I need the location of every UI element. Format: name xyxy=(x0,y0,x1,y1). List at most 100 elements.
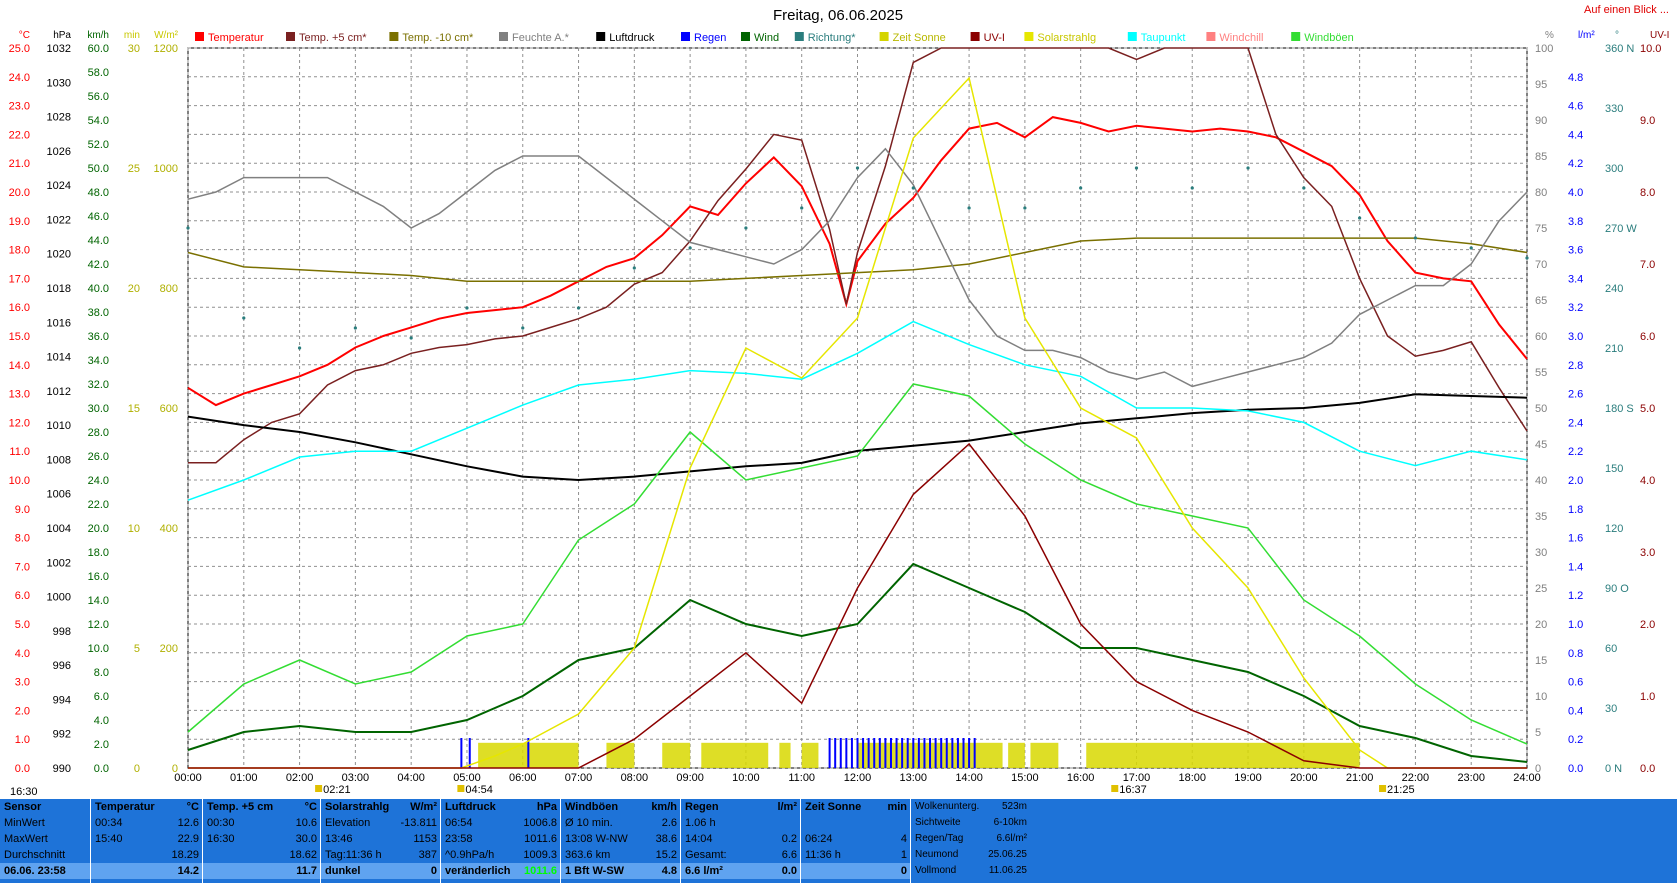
left-axis-tick-label: 18.0 xyxy=(88,547,109,559)
stats-row: 15:40 22.9 xyxy=(91,831,203,847)
stats-header-label: Luftdruck xyxy=(445,801,496,813)
series-line-luftdruck xyxy=(187,393,1528,482)
left-axis-tick-label: 1006 xyxy=(47,489,71,501)
series-point-richtung xyxy=(1358,216,1362,220)
left-axis-tick-label: 994 xyxy=(53,694,71,706)
stats-cell-label: 13:46 xyxy=(325,833,353,845)
stats-row: Vollmond 11.06.25 xyxy=(911,863,1031,879)
sunshine-block xyxy=(1086,742,1360,768)
stats-cell-label: Ø 10 min. xyxy=(565,817,613,829)
stats-cell-value: 14.2 xyxy=(177,865,199,877)
stats-cell-label: Sichtweite xyxy=(915,817,961,828)
right-axis-tick-label: 0 N xyxy=(1605,763,1622,775)
legend-label: Wind xyxy=(754,32,779,44)
stats-cell-value: 11.06.25 xyxy=(988,865,1027,876)
legend-label: Windböen xyxy=(1304,32,1354,44)
left-axis-tick-label: 14.0 xyxy=(9,360,30,372)
stats-col-header: Zeit Sonne min xyxy=(801,799,911,815)
legend-label: Temp. +5 cm* xyxy=(299,32,367,44)
stats-row: 1 Bft W-SW 4.8 xyxy=(561,863,681,879)
stats-header-label: Temperatur xyxy=(95,801,155,813)
overview-link[interactable]: Auf einen Blick ... xyxy=(1584,4,1669,16)
current-time-stamp: 16:30 xyxy=(10,786,38,798)
left-axis-tick-label: 38.0 xyxy=(88,307,109,319)
stats-header-label: Solarstrahlg xyxy=(325,801,390,813)
left-axis-tick-label: 20.0 xyxy=(9,187,30,199)
right-axis-tick-label: 5 xyxy=(1535,727,1541,739)
stats-header-label: Windböen xyxy=(565,801,619,813)
left-axis-unit: min xyxy=(124,30,140,41)
sun-event-time: 04:54 xyxy=(465,784,493,796)
left-axis-tick-label: 1020 xyxy=(47,249,71,261)
legend-swatch xyxy=(794,32,804,41)
sunshine-block xyxy=(1008,742,1025,768)
series-point-richtung xyxy=(1246,166,1250,170)
series-line-feuchte-a xyxy=(187,147,1528,388)
stats-row xyxy=(801,815,911,831)
x-tick-label: 24:00 xyxy=(1513,772,1541,784)
left-axis-tick-label: 24.0 xyxy=(9,72,30,84)
right-axis-tick-label: 10.0 xyxy=(1640,43,1661,55)
right-axis-tick-label: 85 xyxy=(1535,151,1547,163)
left-axis-tick-label: 1008 xyxy=(47,454,71,466)
x-tick-label: 22:00 xyxy=(1402,772,1430,784)
stats-row: Sichtweite 6-10km xyxy=(911,815,1031,831)
left-axis-tick-label: 34.0 xyxy=(88,355,109,367)
x-tick-label: 14:00 xyxy=(955,772,983,784)
legend-label: Regen xyxy=(694,32,726,44)
stats-cell-value: 25.06.25 xyxy=(988,849,1027,860)
stats-panel: Sensor MinWert MaxWert Durchschnitt 06.0… xyxy=(0,799,1677,883)
right-axis-tick-label: 2.8 xyxy=(1568,360,1583,372)
right-axis-tick-label: 30 xyxy=(1535,547,1547,559)
right-axis-tick-label: 0.0 xyxy=(1640,763,1655,775)
right-axis-tick-label: 4.8 xyxy=(1568,72,1583,84)
legend-label: Luftdruck xyxy=(609,32,655,44)
stats-cell-label: ^0.9hPa/h xyxy=(445,849,495,861)
right-axis-tick-label: 0.4 xyxy=(1568,705,1583,717)
stats-row: 363.6 km 15.2 xyxy=(561,847,681,863)
x-tick-label: 19:00 xyxy=(1234,772,1262,784)
right-axis-tick-label: 2.4 xyxy=(1568,417,1583,429)
legend-label: Temperatur xyxy=(208,32,264,44)
left-axis-tick-label: 30 xyxy=(128,43,140,55)
stats-cell-label: Regen/Tag xyxy=(915,833,964,844)
left-axis-tick-label: 3.0 xyxy=(15,677,30,689)
left-axis-tick-label: 10 xyxy=(128,523,140,535)
left-axis-tick-label: 8.0 xyxy=(15,533,30,545)
left-axis-tick-label: 996 xyxy=(53,660,71,672)
stats-cell-label: dunkel xyxy=(325,865,361,877)
stats-row: 16:30 30.0 xyxy=(203,831,321,847)
series-line-temp-10-cm xyxy=(187,237,1528,283)
left-axis-tick-label: 48.0 xyxy=(88,187,109,199)
x-tick-label: 18:00 xyxy=(1178,772,1206,784)
left-axis-tick-label: 56.0 xyxy=(88,91,109,103)
right-axis-tick-label: 3.8 xyxy=(1568,216,1583,228)
stats-col-extra: Wolkenunterg. 523m Sichtweite 6-10km Regen/T… xyxy=(910,799,1031,883)
left-axis-tick-label: 0.0 xyxy=(15,763,30,775)
left-axis-tick-label: 18.0 xyxy=(9,245,30,257)
right-axis-unit: UV-I xyxy=(1650,30,1669,41)
stats-row: 14:04 0.2 xyxy=(681,831,801,847)
left-axis-tick-label: 990 xyxy=(53,763,71,775)
stats-row: 11:36 h 1 xyxy=(801,847,911,863)
right-axis-tick-label: 45 xyxy=(1535,439,1547,451)
left-axis-tick-label: 800 xyxy=(160,283,178,295)
stats-header-unit: km/h xyxy=(651,801,677,813)
series-point-richtung xyxy=(465,306,469,310)
x-tick-label: 12:00 xyxy=(844,772,872,784)
stats-cell-label: 06:24 xyxy=(805,833,833,845)
series-point-richtung xyxy=(967,206,971,210)
stats-cell-value: 12.6 xyxy=(177,817,199,829)
stats-cell-value: 6.6 xyxy=(781,849,797,861)
legend-swatch xyxy=(1024,32,1034,41)
left-axis-tick-label: 1012 xyxy=(47,386,71,398)
legend-swatch xyxy=(499,32,508,41)
stats-sensor-header: Sensor xyxy=(4,801,42,813)
stats-row: 0 xyxy=(801,863,911,879)
series-point-richtung xyxy=(744,226,748,230)
stats-header-label: Zeit Sonne xyxy=(805,801,862,813)
left-axis-tick-label: 54.0 xyxy=(88,115,109,127)
stats-cell-value: 1153 xyxy=(413,833,437,845)
right-axis-tick-label: 35 xyxy=(1535,511,1547,523)
x-tick-label: 09:00 xyxy=(676,772,704,784)
